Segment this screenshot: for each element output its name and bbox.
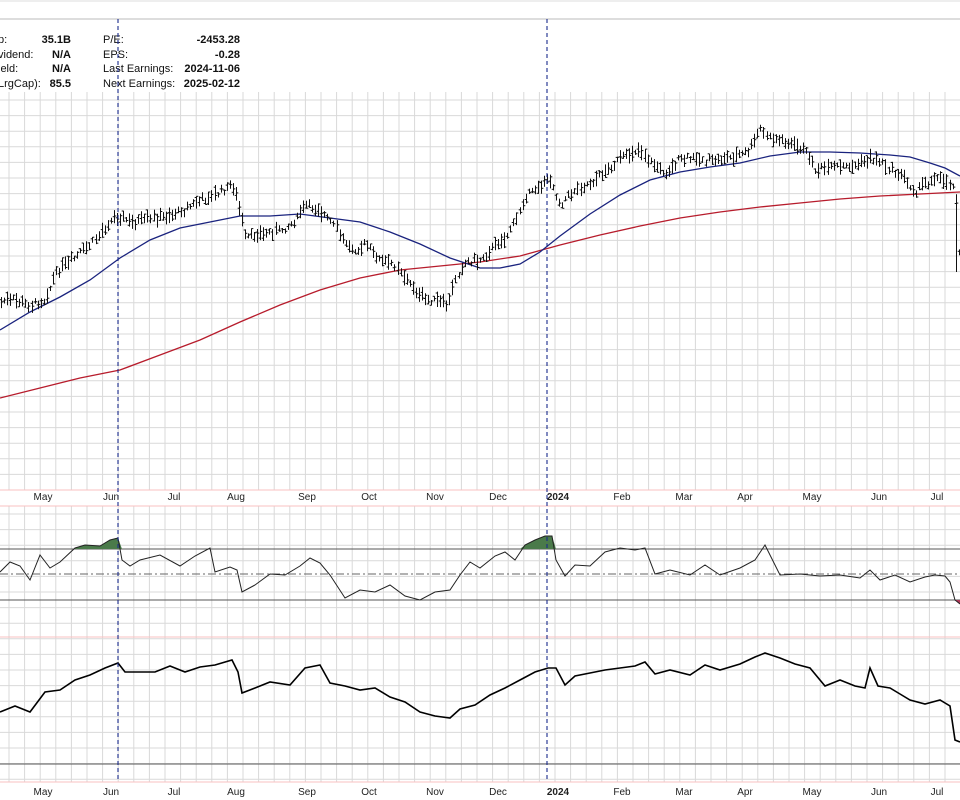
x-tick-label: 2024 bbox=[547, 492, 570, 503]
x-tick-label: Aug bbox=[227, 787, 245, 798]
panel-frames bbox=[0, 0, 960, 783]
x-tick-label: May bbox=[34, 787, 53, 798]
date-markers bbox=[117, 19, 548, 782]
x-tick-label: Jul bbox=[931, 787, 944, 798]
info-value: -2453.28 bbox=[196, 34, 240, 46]
x-tick-label: Jun bbox=[103, 787, 119, 798]
x-tick-label: Aug bbox=[227, 492, 245, 503]
info-label: Next Earnings: bbox=[103, 77, 176, 90]
info-label: p: bbox=[0, 34, 8, 46]
x-tick-label: Nov bbox=[426, 787, 444, 798]
x-tick-label: Sep bbox=[298, 787, 316, 798]
x-tick-label: Feb bbox=[613, 492, 631, 503]
x-tick-label: Jun bbox=[871, 787, 887, 798]
oversold-fill bbox=[953, 600, 960, 604]
x-tick-label: 2024 bbox=[547, 787, 570, 798]
x-tick-label: May bbox=[803, 787, 822, 798]
info-panel: p: 35.1B vidend: N/A ield: N/A LrgCap): 85.5 P/… bbox=[0, 33, 250, 93]
info-label: vidend: bbox=[0, 48, 34, 61]
chart-series bbox=[0, 124, 960, 743]
oscillator-line bbox=[0, 535, 960, 605]
info-value: 2025-02-12 bbox=[183, 77, 240, 90]
info-label: EPS: bbox=[103, 48, 129, 61]
oscillator-fills bbox=[75, 536, 960, 604]
chart-grid bbox=[0, 92, 960, 782]
x-tick-label: Jul bbox=[168, 492, 181, 503]
x-tick-label: May bbox=[803, 492, 822, 503]
x-tick-label: Jun bbox=[871, 492, 887, 503]
info-label: LrgCap): bbox=[0, 77, 41, 90]
info-label: Last Earnings: bbox=[103, 63, 174, 75]
x-tick-label: Sep bbox=[298, 492, 316, 503]
info-value: 2024-11-06 bbox=[184, 63, 240, 75]
lower-line bbox=[0, 652, 960, 743]
overbought-fill bbox=[75, 538, 122, 549]
x-tick-label: Dec bbox=[489, 787, 507, 798]
info-label: P/E: bbox=[103, 34, 124, 46]
x-tick-label: Dec bbox=[489, 492, 507, 503]
x-tick-label: Apr bbox=[737, 787, 753, 798]
x-tick-label: Feb bbox=[613, 787, 631, 798]
x-tick-label: Mar bbox=[675, 787, 693, 798]
info-value: 35.1B bbox=[41, 34, 71, 46]
ma-short-line bbox=[0, 151, 960, 331]
info-value: 85.5 bbox=[49, 77, 71, 90]
x-tick-label: Jul bbox=[931, 492, 944, 503]
x-tick-label: Apr bbox=[737, 492, 753, 503]
x-tick-label: Jun bbox=[103, 492, 119, 503]
x-tick-label: May bbox=[34, 492, 53, 503]
info-value: -0.28 bbox=[214, 48, 240, 61]
x-tick-label: Mar bbox=[675, 492, 693, 503]
overbought-fill bbox=[520, 536, 556, 549]
x-axis-ticks: May Jun Jul Aug Sep Oct Nov Dec 2024 Feb Mar Apr May… bbox=[34, 492, 944, 798]
info-label: ield: bbox=[0, 63, 19, 75]
x-tick-label: Oct bbox=[361, 492, 377, 503]
info-value: N/A bbox=[52, 63, 71, 75]
x-tick-label: Nov bbox=[426, 492, 444, 503]
info-value: N/A bbox=[52, 48, 71, 61]
x-tick-label: Jul bbox=[168, 787, 181, 798]
x-tick-label: Oct bbox=[361, 787, 377, 798]
